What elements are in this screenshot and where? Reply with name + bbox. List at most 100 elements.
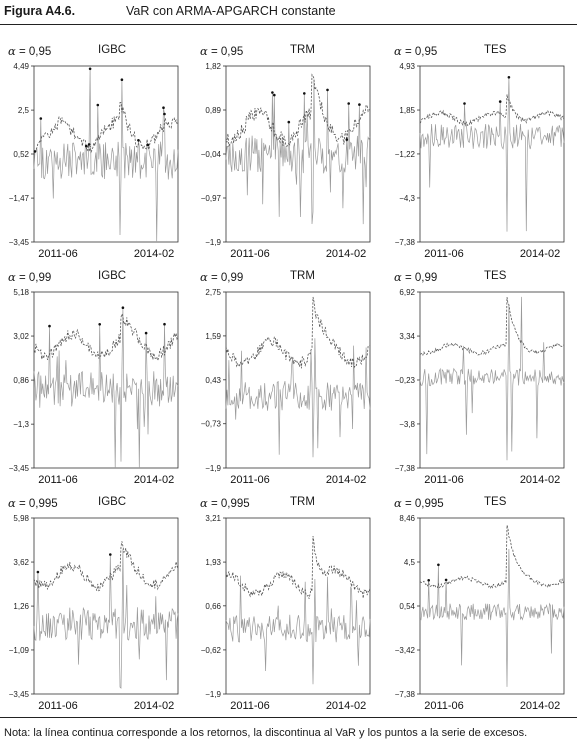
alpha-value: = 0,95 bbox=[401, 46, 438, 58]
alpha-value: = 0,99 bbox=[207, 272, 244, 284]
y-tick-label: 1,82 bbox=[205, 62, 221, 71]
x-tick-label: 2011-06 bbox=[38, 700, 78, 712]
alpha-symbol: α bbox=[394, 270, 402, 284]
chart-svg: 2,75 1,59 0,43 −0,73 −1,9 2011-06 2014-02 bbox=[201, 288, 371, 486]
returns-series-line bbox=[33, 307, 179, 469]
panel-series-name: TRM bbox=[290, 496, 315, 508]
alpha-value: = 0,95 bbox=[15, 46, 52, 58]
alpha-symbol: α bbox=[8, 496, 16, 510]
panel-series-name: TES bbox=[484, 44, 507, 56]
chart-svg: 6,92 3,34 −0,23 −3,8 −7,38 2011-06 2014-02 bbox=[395, 288, 565, 486]
alpha-value: = 0,995 bbox=[207, 498, 250, 510]
plot-frame bbox=[419, 65, 565, 243]
plot-frame bbox=[419, 517, 565, 695]
x-tick-label: 2014-02 bbox=[326, 248, 366, 260]
var-series-line bbox=[419, 297, 565, 356]
exceedance-point bbox=[120, 78, 124, 81]
exceedance-point bbox=[33, 150, 37, 153]
exceedance-point bbox=[96, 103, 100, 107]
exceedance-point bbox=[137, 139, 140, 142]
exceedance-point bbox=[121, 306, 125, 309]
exceedance-point bbox=[146, 143, 150, 147]
panel-alpha-label: α = 0,99 bbox=[8, 270, 51, 284]
exceedance-point bbox=[84, 144, 88, 148]
exceedance-point bbox=[98, 323, 101, 326]
x-tick-label: 2011-06 bbox=[424, 700, 464, 712]
exceedance-point bbox=[498, 100, 502, 103]
returns-series-line bbox=[419, 296, 565, 461]
x-tick-label: 2011-06 bbox=[38, 474, 78, 486]
y-tick-label: −0,04 bbox=[201, 150, 222, 159]
exceedance-point bbox=[287, 120, 291, 124]
panel-alpha-label: α = 0,995 bbox=[394, 496, 444, 510]
y-tick-label: 1,59 bbox=[205, 332, 221, 341]
exceedance-point bbox=[347, 102, 350, 105]
y-tick-label: −1,9 bbox=[205, 690, 221, 699]
y-tick-label: −1,3 bbox=[13, 420, 29, 429]
exceedance-point bbox=[326, 88, 329, 92]
y-tick-label: 4,5 bbox=[404, 558, 416, 567]
alpha-value: = 0,99 bbox=[401, 272, 438, 284]
exceedance-point bbox=[36, 570, 40, 574]
x-tick-label: 2014-02 bbox=[520, 248, 560, 260]
panel-series-name: IGBC bbox=[98, 270, 127, 282]
returns-series-line bbox=[225, 338, 371, 458]
y-tick-label: −1,22 bbox=[395, 150, 416, 159]
y-tick-label: 5,18 bbox=[13, 288, 29, 297]
y-tick-label: 3,34 bbox=[399, 332, 415, 341]
y-tick-label: 6,92 bbox=[399, 288, 415, 297]
y-tick-label: −3,45 bbox=[9, 464, 30, 473]
x-tick-label: 2011-06 bbox=[230, 248, 270, 260]
y-tick-label: −7,38 bbox=[395, 464, 416, 473]
chart-panel: α = 0,95 IGBC 4,49 2,5 0,52 −1,47 −3,45 2011-06… bbox=[2, 44, 192, 276]
panel-alpha-label: α = 0,995 bbox=[200, 496, 250, 510]
exceedance-point bbox=[88, 67, 92, 71]
var-series-line bbox=[33, 102, 179, 154]
returns-series-line bbox=[419, 77, 565, 232]
y-tick-label: 0,89 bbox=[205, 106, 221, 115]
var-series-line bbox=[33, 541, 179, 592]
x-tick-label: 2014-02 bbox=[134, 248, 174, 260]
x-tick-label: 2014-02 bbox=[326, 700, 366, 712]
x-tick-label: 2014-02 bbox=[520, 700, 560, 712]
var-series-line bbox=[419, 525, 565, 589]
chart-panel: α = 0,95 TES 4,93 1,85 −1,22 −4,3 −7,38 2011-06… bbox=[388, 44, 577, 276]
y-tick-label: −4,3 bbox=[399, 194, 415, 203]
alpha-value: = 0,995 bbox=[15, 498, 58, 510]
plot-frame bbox=[225, 65, 371, 243]
chart-svg: 8,46 4,5 0,54 −3,42 −7,38 2011-06 2014-02 bbox=[395, 514, 565, 712]
exceedance-point bbox=[271, 91, 274, 94]
y-tick-label: −1,9 bbox=[205, 464, 221, 473]
y-tick-label: 0,86 bbox=[13, 376, 29, 385]
returns-series-line bbox=[225, 575, 371, 685]
x-tick-label: 2014-02 bbox=[520, 474, 560, 486]
y-tick-label: 3,21 bbox=[205, 514, 221, 523]
footer-rule bbox=[0, 717, 577, 718]
y-tick-label: −3,45 bbox=[9, 238, 30, 247]
panel-series-name: TRM bbox=[290, 44, 315, 56]
chart-panel: α = 0,99 IGBC 5,18 3,02 0,86 −1,3 −3,45 2011-06… bbox=[2, 270, 192, 502]
panel-alpha-label: α = 0,95 bbox=[394, 44, 437, 58]
y-tick-label: 3,02 bbox=[13, 332, 29, 341]
plot-frame bbox=[225, 291, 371, 469]
panel-series-name: TES bbox=[484, 270, 507, 282]
y-tick-label: 5,98 bbox=[13, 514, 29, 523]
chart-svg: 5,18 3,02 0,86 −1,3 −3,45 2011-06 2014-02 bbox=[9, 288, 179, 486]
y-tick-label: −7,38 bbox=[395, 690, 416, 699]
chart-panel: α = 0,995 IGBC 5,98 3,62 1,26 −1,09 −3,45 2011-… bbox=[2, 496, 192, 728]
var-series-line bbox=[225, 296, 371, 369]
plot-frame bbox=[33, 517, 179, 695]
var-series-line bbox=[419, 94, 565, 127]
exceedance-point bbox=[345, 138, 349, 141]
y-tick-label: 0,54 bbox=[399, 602, 415, 611]
y-tick-label: 1,85 bbox=[399, 106, 415, 115]
y-tick-label: −1,9 bbox=[205, 238, 221, 247]
panel-series-name: TES bbox=[484, 496, 507, 508]
alpha-symbol: α bbox=[200, 44, 208, 58]
chart-svg: 1,82 0,89 −0,04 −0,97 −1,9 2011-06 2014-02 bbox=[201, 62, 371, 260]
alpha-value: = 0,995 bbox=[401, 498, 444, 510]
panel-alpha-label: α = 0,99 bbox=[394, 270, 437, 284]
alpha-symbol: α bbox=[8, 44, 16, 58]
y-tick-label: 4,49 bbox=[13, 62, 29, 71]
chart-svg: 4,49 2,5 0,52 −1,47 −3,45 2011-06 2014-02 bbox=[9, 62, 179, 260]
